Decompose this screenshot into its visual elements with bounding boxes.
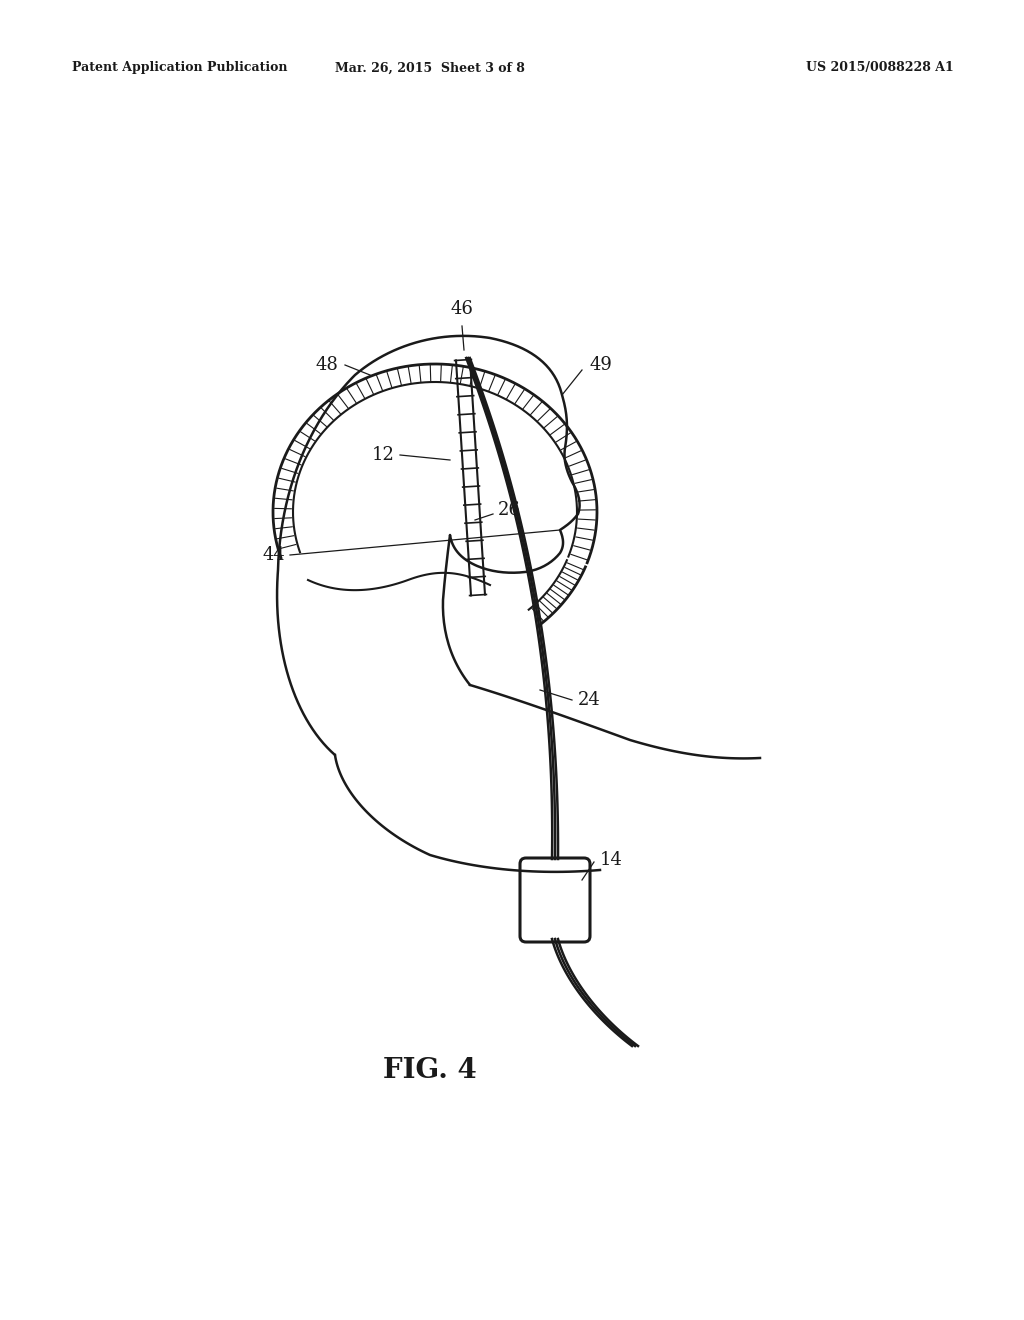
Text: Patent Application Publication: Patent Application Publication: [72, 62, 288, 74]
Text: Mar. 26, 2015  Sheet 3 of 8: Mar. 26, 2015 Sheet 3 of 8: [335, 62, 525, 74]
Text: US 2015/0088228 A1: US 2015/0088228 A1: [806, 62, 954, 74]
Text: 14: 14: [600, 851, 623, 869]
FancyBboxPatch shape: [520, 858, 590, 942]
Text: FIG. 4: FIG. 4: [383, 1056, 477, 1084]
Text: 24: 24: [578, 690, 601, 709]
Text: 48: 48: [315, 356, 338, 374]
Text: 26: 26: [498, 502, 521, 519]
Text: 49: 49: [590, 356, 613, 374]
Text: 44: 44: [262, 546, 285, 564]
Text: 12: 12: [372, 446, 395, 465]
Text: 46: 46: [451, 300, 473, 318]
